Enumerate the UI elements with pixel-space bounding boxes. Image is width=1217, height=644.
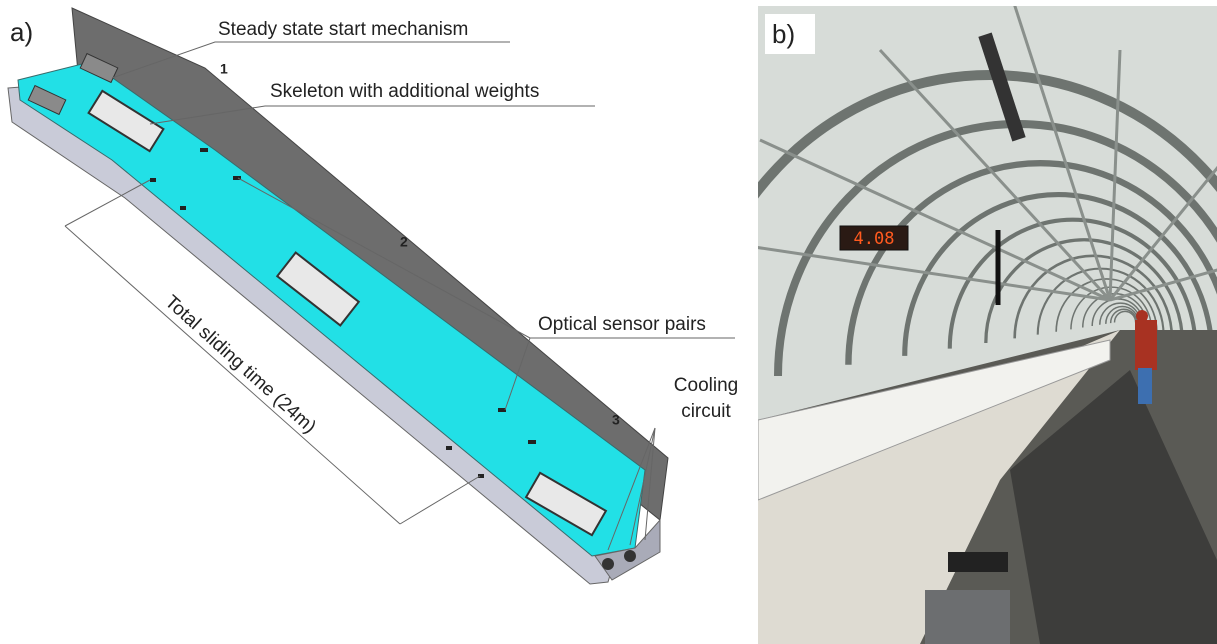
- track-diagram: [624, 550, 636, 562]
- panel-label: b): [772, 19, 795, 49]
- figure: a) Steady state start mechanism Skeleton…: [0, 0, 1217, 644]
- sensor-mark: [478, 474, 484, 478]
- marker: 2: [400, 234, 408, 250]
- annotation: Skeleton with additional weights: [270, 81, 539, 102]
- annotation: Steady state start mechanism: [218, 19, 468, 40]
- annotation: circuit: [681, 401, 731, 422]
- sensor-mark: [446, 446, 452, 450]
- annotation: Optical sensor pairs: [538, 314, 706, 335]
- photo: [1138, 368, 1152, 404]
- sensor-mark: [180, 206, 186, 210]
- photo: [1135, 320, 1157, 370]
- photo: [925, 590, 1010, 644]
- photo: [1136, 310, 1148, 322]
- sensor-mark: [200, 148, 208, 152]
- sensor-mark: [150, 178, 156, 182]
- annotation: Cooling: [674, 375, 738, 396]
- panel-label: a): [10, 17, 33, 47]
- sensor-mark: [498, 408, 506, 412]
- track-diagram: [602, 558, 614, 570]
- sensor-mark: [528, 440, 536, 444]
- leader-line: [400, 476, 480, 524]
- timer-display: 4.08: [854, 229, 895, 249]
- photo: [640, 0, 1217, 644]
- photo: [948, 552, 1008, 572]
- marker: 1: [220, 61, 228, 77]
- marker: 3: [612, 412, 620, 428]
